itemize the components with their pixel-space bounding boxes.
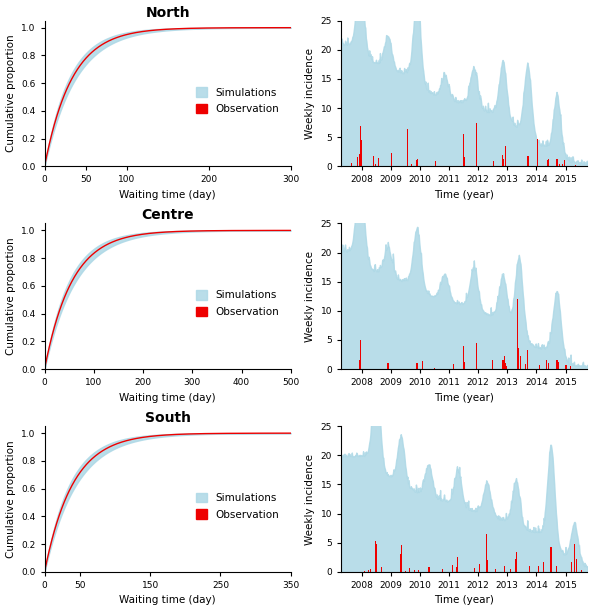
Title: Centre: Centre [141, 208, 194, 222]
Y-axis label: Weekly incidence: Weekly incidence [305, 453, 315, 544]
Y-axis label: Weekly incidence: Weekly incidence [305, 251, 315, 342]
Legend: Simulations, Observation: Simulations, Observation [194, 491, 280, 522]
X-axis label: Waiting time (day): Waiting time (day) [119, 393, 216, 403]
X-axis label: Time (year): Time (year) [434, 190, 494, 200]
X-axis label: Waiting time (day): Waiting time (day) [119, 190, 216, 200]
X-axis label: Time (year): Time (year) [434, 393, 494, 403]
Legend: Simulations, Observation: Simulations, Observation [194, 288, 280, 319]
Legend: Simulations, Observation: Simulations, Observation [194, 86, 280, 116]
Y-axis label: Weekly incidence: Weekly incidence [305, 48, 315, 139]
Y-axis label: Cumulative proportion: Cumulative proportion [5, 238, 15, 355]
Y-axis label: Cumulative proportion: Cumulative proportion [5, 440, 15, 558]
Title: South: South [145, 411, 191, 425]
Title: North: North [145, 5, 190, 20]
X-axis label: Waiting time (day): Waiting time (day) [119, 596, 216, 606]
Y-axis label: Cumulative proportion: Cumulative proportion [5, 35, 15, 152]
X-axis label: Time (year): Time (year) [434, 596, 494, 606]
